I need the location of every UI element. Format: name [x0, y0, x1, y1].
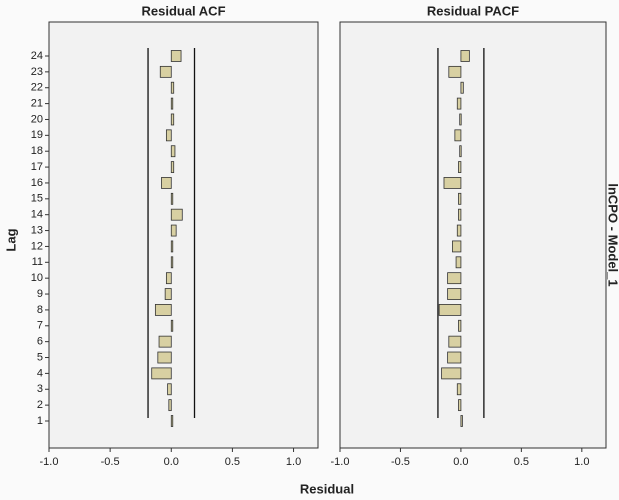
y-tick-label: 2 — [37, 399, 43, 411]
y-tick-label: 18 — [31, 145, 43, 157]
x-tick-label: 0.0 — [164, 456, 179, 468]
bar — [171, 416, 173, 427]
y-tick-label: 10 — [31, 272, 43, 284]
bar — [461, 82, 463, 93]
bar — [171, 162, 173, 173]
x-tick-label: -1.0 — [40, 456, 59, 468]
bar — [168, 384, 172, 395]
y-tick-label: 5 — [37, 351, 43, 363]
bar — [158, 352, 171, 363]
y-tick-label: 6 — [37, 336, 43, 348]
y-tick-label: 20 — [31, 113, 43, 125]
bar — [165, 289, 171, 300]
panel-title: Residual PACF — [427, 3, 519, 18]
bar — [456, 257, 461, 268]
bar — [457, 384, 461, 395]
x-tick-label: -1.0 — [331, 456, 350, 468]
bar — [455, 130, 461, 141]
plot-area — [49, 22, 318, 448]
y-tick-label: 19 — [31, 129, 43, 141]
bar — [171, 82, 173, 93]
bar — [439, 304, 461, 315]
y-tick-label: 12 — [31, 240, 43, 252]
bar — [155, 304, 171, 315]
bar — [460, 114, 462, 125]
panel-title: Residual ACF — [141, 3, 225, 18]
y-tick-label: 14 — [31, 209, 43, 221]
bar — [461, 50, 469, 61]
bar — [458, 209, 460, 220]
bar — [171, 225, 176, 236]
y-tick-label: 9 — [37, 288, 43, 300]
y-tick-label: 13 — [31, 224, 43, 236]
plot-area — [340, 22, 606, 448]
bar — [457, 98, 461, 109]
bar — [448, 352, 461, 363]
y-tick-label: 17 — [31, 161, 43, 173]
bar — [169, 400, 171, 411]
bar — [161, 177, 171, 188]
y-tick-label: 23 — [31, 66, 43, 78]
y-tick-label: 24 — [31, 50, 43, 62]
y-axis-label: Lag — [3, 228, 18, 251]
bar — [171, 320, 173, 331]
y-tick-label: 16 — [31, 177, 43, 189]
chart: Residual Lag lnCPO - Model_1 Residual AC… — [0, 0, 619, 500]
y-tick-label: 22 — [31, 82, 43, 94]
x-tick-label: 1.0 — [286, 456, 301, 468]
bar — [458, 193, 460, 204]
x-tick-label: 1.0 — [574, 456, 589, 468]
bar — [171, 146, 175, 157]
bar — [159, 336, 171, 347]
bar — [458, 400, 460, 411]
bar — [166, 130, 171, 141]
bar — [449, 336, 461, 347]
y-tick-label: 4 — [37, 367, 43, 379]
y-tick-label: 11 — [32, 256, 43, 268]
bar — [166, 273, 171, 284]
x-axis-label: Residual — [300, 481, 354, 496]
bar — [171, 241, 173, 252]
x-tick-label: 0.5 — [225, 456, 240, 468]
y-tick-label: 21 — [31, 98, 43, 110]
x-tick-label: -0.5 — [101, 456, 120, 468]
bar — [171, 114, 173, 125]
bar — [444, 177, 461, 188]
bar — [171, 193, 173, 204]
bar — [460, 146, 462, 157]
y-tick-label: 7 — [37, 320, 43, 332]
y-tick-label: 1 — [37, 415, 43, 427]
x-tick-label: 0.5 — [514, 456, 529, 468]
page: Residual Lag lnCPO - Model_1 Residual AC… — [0, 0, 619, 500]
bar — [449, 66, 461, 77]
bar — [448, 289, 461, 300]
bar — [448, 273, 461, 284]
bar — [171, 50, 181, 61]
bar — [152, 368, 172, 379]
bar — [171, 98, 173, 109]
bar — [458, 320, 460, 331]
y-tick-label: 3 — [37, 383, 43, 395]
y-tick-label: 8 — [37, 304, 43, 316]
bar — [171, 209, 182, 220]
bar — [457, 225, 461, 236]
bar — [452, 241, 460, 252]
facet-label: lnCPO - Model_1 — [606, 183, 619, 286]
y-tick-label: 15 — [31, 193, 43, 205]
x-tick-label: -0.5 — [391, 456, 410, 468]
x-tick-label: 0.0 — [453, 456, 468, 468]
bar — [461, 416, 463, 427]
bar — [171, 257, 173, 268]
bar — [458, 162, 460, 173]
bar — [160, 66, 171, 77]
bar — [442, 368, 461, 379]
